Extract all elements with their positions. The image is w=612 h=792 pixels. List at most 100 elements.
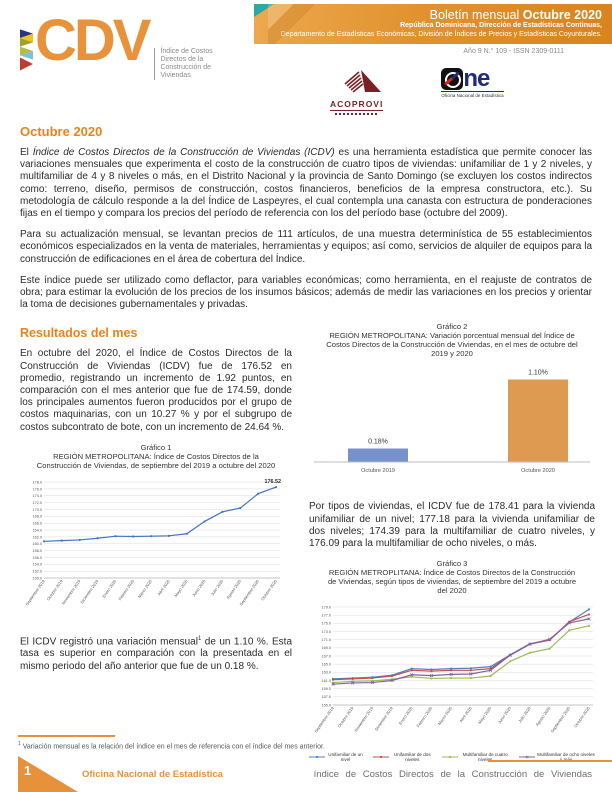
- one-logo: ne Oficina Nacional de Estadística: [441, 67, 504, 98]
- main-content: Octubre 2020 El Índice de Costos Directo…: [0, 124, 612, 762]
- grafico-2-label: Gráfico 2: [436, 322, 468, 332]
- acoprovi-logo: ACOPROVI: [330, 68, 384, 115]
- svg-text:Marzo 2020: Marzo 2020: [137, 578, 154, 599]
- svg-text:Abril 2020: Abril 2020: [156, 578, 171, 596]
- svg-text:170.0: 170.0: [32, 508, 42, 512]
- svg-text:Mayo 2020: Mayo 2020: [173, 578, 189, 598]
- svg-text:Abril 2020: Abril 2020: [458, 705, 473, 723]
- intro-paragraph-3: Este índice puede ser utilizado como def…: [20, 274, 592, 311]
- svg-text:Diciembre 2019: Diciembre 2019: [79, 578, 100, 604]
- footnote-text: 1 Variación mensual es la relación del í…: [18, 740, 348, 752]
- svg-text:155.0: 155.0: [321, 704, 331, 708]
- svg-text:175.0: 175.0: [321, 622, 331, 626]
- svg-text:161.0: 161.0: [321, 679, 331, 683]
- icdv-tagline-line: Construcción de: [160, 64, 212, 71]
- banner-subtitle-2: Departamento de Estadísticas Económicas,…: [280, 30, 602, 38]
- grafico-1-label: Gráfico 1: [140, 442, 172, 452]
- svg-text:Febrero 2020: Febrero 2020: [415, 705, 433, 728]
- svg-text:150.0: 150.0: [32, 576, 42, 580]
- svg-text:159.0: 159.0: [321, 687, 331, 691]
- svg-text:176.52: 176.52: [265, 479, 282, 485]
- legend-item: Unifamiliar de un nivel: [309, 752, 364, 762]
- acoprovi-tagline-rule: [334, 113, 379, 115]
- svg-text:Octubre 2019: Octubre 2019: [337, 705, 355, 728]
- svg-text:168.0: 168.0: [32, 515, 42, 519]
- svg-text:Diciembre 2019: Diciembre 2019: [374, 705, 395, 731]
- svg-text:Septiembre 2020: Septiembre 2020: [550, 705, 572, 733]
- left-column: Resultados del mes En octubre del 2020, …: [20, 320, 292, 762]
- footnote: 1 Variación mensual es la relación del í…: [18, 735, 348, 752]
- grafico-3-legend: Unifamiliar de un nivel Unifamiliar de do…: [309, 752, 595, 762]
- svg-text:173.0: 173.0: [321, 630, 331, 634]
- issue-number: Año 9 N.° 109 - ISSN 2309-0111: [463, 48, 564, 55]
- svg-text:Julio 2020: Julio 2020: [517, 705, 532, 723]
- legend-label: Unifamiliar de dos niveles: [393, 752, 431, 763]
- svg-text:Febrero 2020: Febrero 2020: [117, 578, 135, 601]
- page-number: 1: [24, 763, 32, 778]
- legend-item: Multifamiliar de ocho niveles o más: [518, 752, 595, 762]
- icdv-tagline-line: Directos de la: [160, 56, 204, 63]
- svg-text:167.0: 167.0: [321, 655, 331, 659]
- svg-text:Agosto 2020: Agosto 2020: [534, 705, 551, 727]
- svg-text:160.0: 160.0: [32, 542, 42, 546]
- grafico-2-title: REGIÓN METROPOLITANA: Variación porcentu…: [326, 331, 578, 359]
- legend-item: Unifamiliar de dos niveles: [372, 752, 434, 763]
- section-title-octubre-2020: Octubre 2020: [20, 124, 103, 139]
- footnote-number: 1: [18, 741, 21, 748]
- footer-right-rule: [488, 760, 612, 762]
- banner-title-bold: Octubre 2020: [522, 8, 602, 22]
- grafico-3-label: Gráfico 3: [436, 559, 468, 569]
- svg-text:165.0: 165.0: [321, 663, 331, 667]
- svg-text:Marzo 2020: Marzo 2020: [437, 705, 454, 726]
- svg-text:158.0: 158.0: [32, 549, 42, 553]
- icdv-tagline-line: Índice de Costos: [160, 48, 213, 55]
- two-column-area: Resultados del mes En octubre del 2020, …: [20, 320, 595, 762]
- banner-subtitle-1: República Dominicana, Dirección de Estad…: [400, 22, 602, 29]
- svg-text:169.0: 169.0: [321, 646, 331, 650]
- grafico-1-block: Gráfico 1 REGIÓN METROPOLITANA: Índice d…: [20, 443, 292, 629]
- grafico-3-title: REGIÓN METROPLITANA: Índice de Costos Di…: [327, 568, 577, 596]
- grafico-1-title: REGIÓN METROPOLITANA: Índice de Costos D…: [36, 451, 276, 470]
- svg-text:Octubre 2020: Octubre 2020: [260, 578, 278, 601]
- banner-title: Boletín mensual Octubre 2020: [254, 8, 602, 22]
- legend-item: Multifamiliar de cuatro niveles: [442, 752, 509, 762]
- icdv-logo: CDV Índice de Costos Directos de la Cons…: [20, 12, 213, 82]
- svg-text:Enero 2020: Enero 2020: [101, 578, 117, 598]
- svg-text:Octubre 2020: Octubre 2020: [573, 705, 591, 728]
- footnote-divider: [18, 735, 115, 738]
- intro-paragraph-2: Para su actualización mensual, se levant…: [20, 229, 592, 265]
- banner-title-light: Boletín mensual: [429, 8, 523, 22]
- acoprovi-roof-icon: [344, 70, 381, 93]
- svg-text:162.0: 162.0: [32, 535, 42, 539]
- svg-text:Octubre 2020: Octubre 2020: [521, 468, 555, 474]
- svg-text:Noviembre 2019: Noviembre 2019: [353, 705, 374, 733]
- svg-text:172.0: 172.0: [32, 501, 42, 505]
- svg-text:Enero 2020: Enero 2020: [398, 705, 414, 725]
- p5-footnote-ref: 1: [197, 635, 202, 642]
- header: CDV Índice de Costos Directos de la Cons…: [0, 0, 612, 120]
- issue-banner: Boletín mensual Octubre 2020 República D…: [254, 4, 612, 44]
- intro-paragraph-1: El Índice de Costos Directos de la Const…: [20, 147, 592, 220]
- p1-index-name: Índice de Costos Directos de la Construc…: [32, 147, 335, 158]
- one-subtitle: Oficina Nacional de Estadística: [441, 91, 504, 98]
- partner-logos: ACOPROVI ne Oficina Nacional de Estadíst…: [330, 67, 560, 115]
- svg-text:166.0: 166.0: [32, 521, 42, 525]
- p5-text-a: El ICDV registró una variación mensual: [20, 636, 198, 648]
- svg-text:Julio 2020: Julio 2020: [210, 578, 225, 596]
- svg-text:174.0: 174.0: [32, 494, 42, 498]
- svg-text:Junio 2020: Junio 2020: [191, 578, 207, 598]
- legend-label: Multifamiliar de cuatro niveles: [462, 752, 508, 763]
- icdv-logo-triangles-icon: [20, 29, 33, 71]
- grafico-1-line-chart: 150.0 152.0 154.0 156.0 158.0 160.0 162.0 164.0…: [20, 472, 292, 629]
- results-paragraph: En octubre del 2020, el Índice de Costos…: [20, 348, 292, 433]
- svg-text:156.0: 156.0: [32, 556, 42, 560]
- svg-text:154.0: 154.0: [32, 563, 42, 567]
- footer-document-title: índice de Costos Directos de la Construc…: [313, 769, 592, 780]
- p1-prefix: El: [20, 147, 33, 158]
- svg-text:Agosto 2020: Agosto 2020: [225, 578, 242, 600]
- grafico-2-bar-chart: 0.18% Octubre 2019 1.10% Octubre 2020: [309, 360, 595, 495]
- types-paragraph: Por tipos de viviendas, el ICDV fue de 1…: [309, 501, 595, 550]
- legend-label: Unifamiliar de un nivel: [328, 752, 363, 763]
- svg-text:178.0: 178.0: [32, 480, 42, 484]
